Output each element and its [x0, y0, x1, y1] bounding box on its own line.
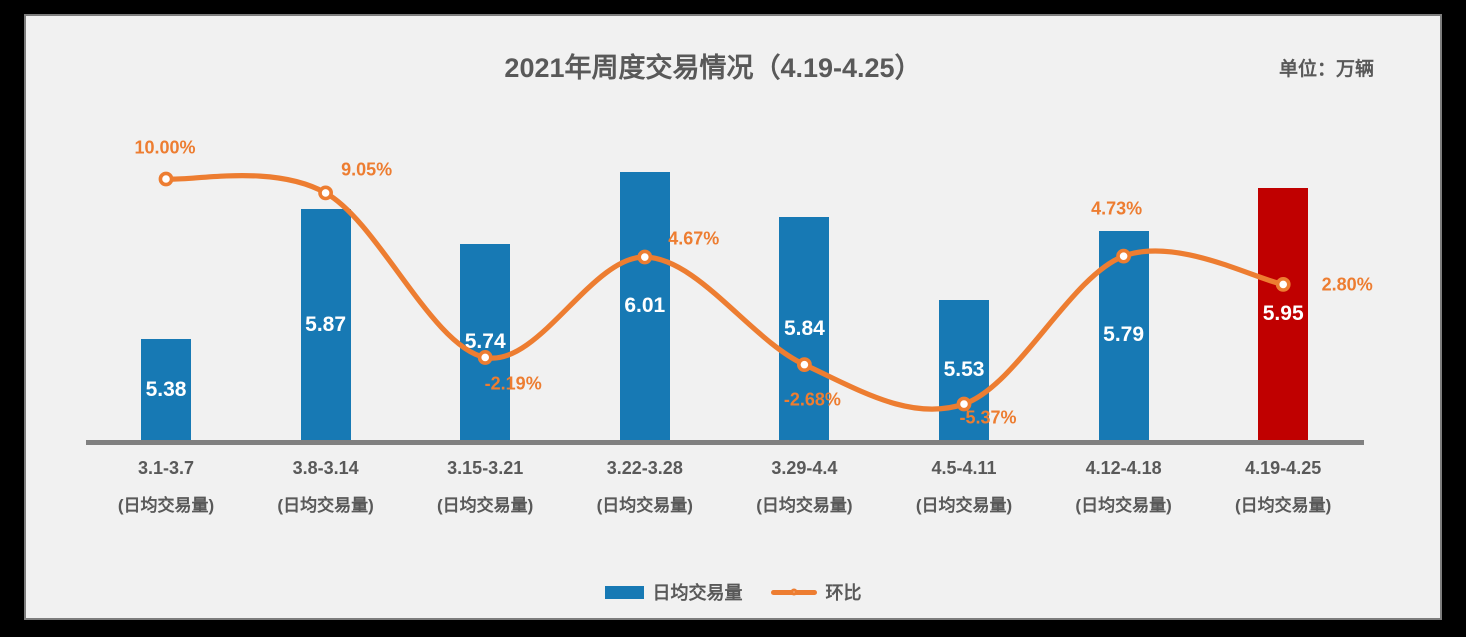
x-tick-label: 3.29-4.4	[771, 458, 838, 478]
legend-bar-label: 日均交易量	[652, 583, 743, 603]
x-tick-label: 3.8-3.14	[292, 458, 359, 478]
legend-line-marker-icon	[790, 588, 797, 596]
x-tick-sublabel: (日均交易量)	[596, 496, 693, 515]
x-axis-line	[86, 440, 1364, 445]
x-tick-sublabel: (日均交易量)	[756, 496, 853, 515]
legend-line-label: 环比	[825, 583, 862, 603]
x-tick-label: 3.1-3.7	[137, 458, 195, 478]
line-marker	[158, 171, 174, 187]
pct-data-label: 9.05%	[341, 159, 393, 180]
x-tick-label: 3.15-3.21	[447, 458, 524, 478]
x-tick-sublabel: (日均交易量)	[1075, 496, 1172, 515]
pct-data-label: -2.19%	[484, 373, 542, 394]
x-tick-label: 3.22-3.28	[606, 458, 683, 478]
pct-data-label: -2.68%	[783, 389, 841, 410]
legend-bar-swatch-icon	[604, 585, 644, 599]
chart-card: 2021年周度交易情况（4.19-4.25） 单位：万辆 5.38 3.1-3.7…	[24, 14, 1442, 620]
bar-value-label: 5.95	[1262, 302, 1304, 326]
pct-data-label: 4.73%	[1091, 198, 1143, 219]
pct-data-label: 4.67%	[668, 228, 720, 249]
bar-value-label: 5.84	[783, 316, 825, 340]
bar-value-label: 5.38	[145, 377, 187, 401]
x-tick-sublabel: (日均交易量)	[1235, 496, 1332, 515]
unit-label: 单位：万辆	[1278, 59, 1374, 80]
pct-data-label: 10.00%	[134, 137, 196, 158]
pct-data-label: -5.37%	[959, 407, 1017, 428]
trend-line-layer	[158, 171, 1291, 412]
bar-value-label: 5.53	[943, 357, 985, 381]
bar-value-label: 6.01	[624, 294, 666, 318]
line-marker	[318, 185, 333, 201]
x-tick-label: 4.12-4.18	[1085, 458, 1162, 478]
x-tick-sublabel: (日均交易量)	[915, 496, 1013, 515]
chart-title: 2021年周度交易情况（4.19-4.25）	[504, 53, 922, 83]
bar-value-label: 5.87	[305, 312, 347, 336]
legend: 日均交易量 环比	[26, 579, 1440, 605]
bar-value-label: 5.74	[464, 329, 506, 353]
x-tick-sublabel: (日均交易量)	[277, 496, 374, 515]
plot-area: 5.38 3.1-3.7 (日均交易量) 5.87 3.8-3.14 (日均交易量) 5.7…	[26, 16, 1440, 618]
x-tick-label: 4.5-4.11	[931, 458, 997, 478]
x-tick-label: 4.19-4.25	[1245, 458, 1322, 478]
x-tick-sublabel: (日均交易量)	[437, 496, 534, 515]
bar-value-label: 5.79	[1103, 323, 1145, 347]
x-tick-sublabel: (日均交易量)	[117, 496, 215, 515]
legend-line-icon	[770, 588, 817, 596]
pct-data-label: 2.80%	[1321, 274, 1373, 295]
